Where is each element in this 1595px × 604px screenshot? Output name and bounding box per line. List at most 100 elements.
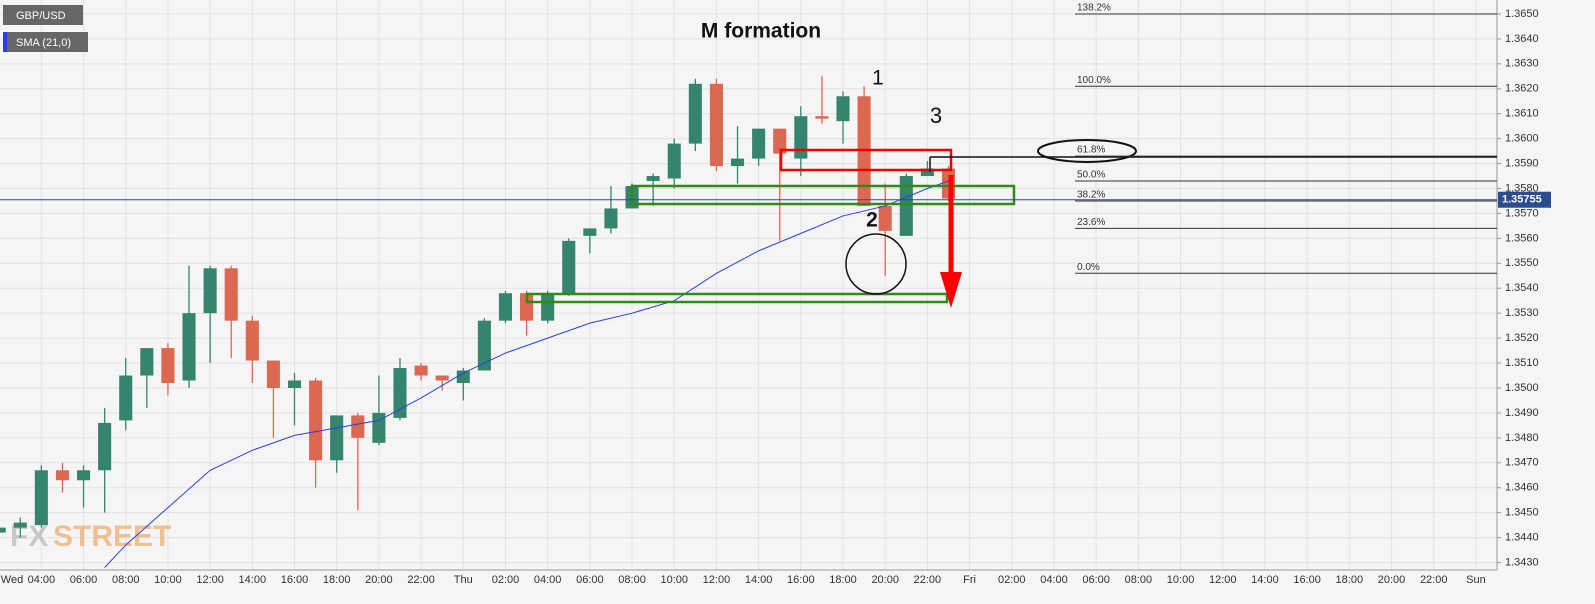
y-tick-label: 1.3650 (1505, 8, 1539, 20)
candle-body (414, 365, 428, 376)
fib-label: 61.8% (1077, 145, 1105, 156)
fib-label: 38.2% (1077, 190, 1105, 201)
x-tick-label: 04:00 (28, 574, 56, 586)
y-tick-label: 1.3470 (1505, 457, 1539, 469)
x-tick-label: 22:00 (1420, 574, 1448, 586)
x-tick-label: 14:00 (239, 574, 267, 586)
y-tick-label: 1.3440 (1505, 531, 1539, 543)
x-tick-label: 18:00 (323, 574, 351, 586)
y-tick-label: 1.3460 (1505, 482, 1539, 494)
candle-body (393, 368, 407, 418)
candle-body (98, 422, 112, 471)
candle-body (330, 415, 344, 461)
y-tick-label: 1.3500 (1505, 382, 1539, 394)
y-tick-label: 1.3530 (1505, 307, 1539, 319)
x-tick-label: 10:00 (660, 574, 688, 586)
legend-symbol: GBP/USD (16, 10, 66, 22)
x-tick-label: 20:00 (1378, 574, 1406, 586)
x-tick-label: 12:00 (196, 574, 224, 586)
candle-body (245, 320, 259, 361)
y-tick-label: 1.3620 (1505, 83, 1539, 95)
candle-body (836, 96, 850, 122)
x-tick-label: 16:00 (787, 574, 815, 586)
legend-box (3, 32, 88, 52)
y-tick-label: 1.3640 (1505, 33, 1539, 45)
resistance-box (779, 148, 953, 172)
candle-body (688, 83, 702, 144)
candle-body (709, 83, 723, 167)
y-tick-label: 1.3550 (1505, 257, 1539, 269)
x-tick-label: 14:00 (1251, 574, 1279, 586)
x-tick-label: Wed (1, 574, 23, 586)
x-tick-label: 12:00 (1209, 574, 1237, 586)
x-tick-label: 18:00 (829, 574, 857, 586)
candle-body (140, 348, 154, 376)
x-tick-label: Sun (1466, 574, 1486, 586)
y-tick-label: 1.3520 (1505, 332, 1539, 344)
x-tick-label: 20:00 (365, 574, 393, 586)
y-tick-label: 1.3600 (1505, 133, 1539, 145)
candle-body (667, 143, 681, 179)
chart-title: M formation (701, 20, 821, 43)
candle-body (562, 240, 576, 294)
fib-label: 50.0% (1077, 170, 1105, 181)
x-tick-label: 04:00 (1040, 574, 1068, 586)
x-tick-label: 20:00 (871, 574, 899, 586)
candle-body (583, 228, 597, 236)
x-tick-label: 16:00 (281, 574, 309, 586)
x-tick-label: 08:00 (1125, 574, 1153, 586)
y-tick-label: 1.3480 (1505, 432, 1539, 444)
sma-line (104, 180, 949, 568)
candle-body (13, 522, 27, 528)
x-tick-label: 06:00 (576, 574, 604, 586)
y-tick-label: 1.3490 (1505, 407, 1539, 419)
annotation: 3 (930, 103, 942, 128)
y-tick-label: 1.3560 (1505, 232, 1539, 244)
legend-label: SMA (21,0) (16, 37, 71, 49)
y-tick-label: 1.3610 (1505, 108, 1539, 120)
x-tick-label: 06:00 (70, 574, 98, 586)
x-tick-label: 02:00 (492, 574, 520, 586)
x-tick-label: 04:00 (534, 574, 562, 586)
x-tick-label: Fri (963, 574, 976, 586)
candle-body (224, 268, 238, 321)
candle-body (119, 375, 133, 421)
candle-body (351, 415, 365, 438)
y-tick-label: 1.3510 (1505, 357, 1539, 369)
candle-body (182, 313, 196, 381)
candle-body (0, 527, 6, 533)
candle-body (920, 168, 934, 177)
y-tick-label: 1.3630 (1505, 58, 1539, 70)
y-tick-label: 1.3580 (1505, 182, 1539, 194)
y-tick-label: 1.3570 (1505, 207, 1539, 219)
candle-body (794, 116, 808, 159)
fib-label: 23.6% (1077, 217, 1105, 228)
fib-label: 0.0% (1077, 262, 1100, 273)
x-tick-label: 10:00 (1167, 574, 1195, 586)
candle-body (477, 320, 491, 371)
candle-body (646, 176, 660, 182)
target-box (525, 292, 949, 304)
y-tick-label: 1.3540 (1505, 282, 1539, 294)
x-tick-label: 22:00 (407, 574, 435, 586)
support-box (630, 184, 1016, 206)
y-tick-label: 1.3450 (1505, 507, 1539, 519)
candle-body (899, 176, 913, 236)
arrow-head (940, 272, 962, 308)
fib-label: 100.0% (1077, 75, 1111, 86)
x-tick-label: Thu (454, 574, 473, 586)
candle-body (266, 360, 280, 388)
last-price-box (1498, 191, 1551, 208)
fib-label: 138.2% (1077, 3, 1111, 14)
candle-body (55, 470, 69, 481)
plot (0, 76, 956, 568)
candle-body (435, 375, 449, 381)
candle-body (730, 158, 745, 167)
grid (0, 0, 1497, 570)
candle-body (604, 208, 618, 229)
highlight-circle (845, 233, 907, 295)
x-tick-label: 16:00 (1293, 574, 1321, 586)
candle-body (287, 380, 302, 388)
candle-body (541, 293, 555, 321)
